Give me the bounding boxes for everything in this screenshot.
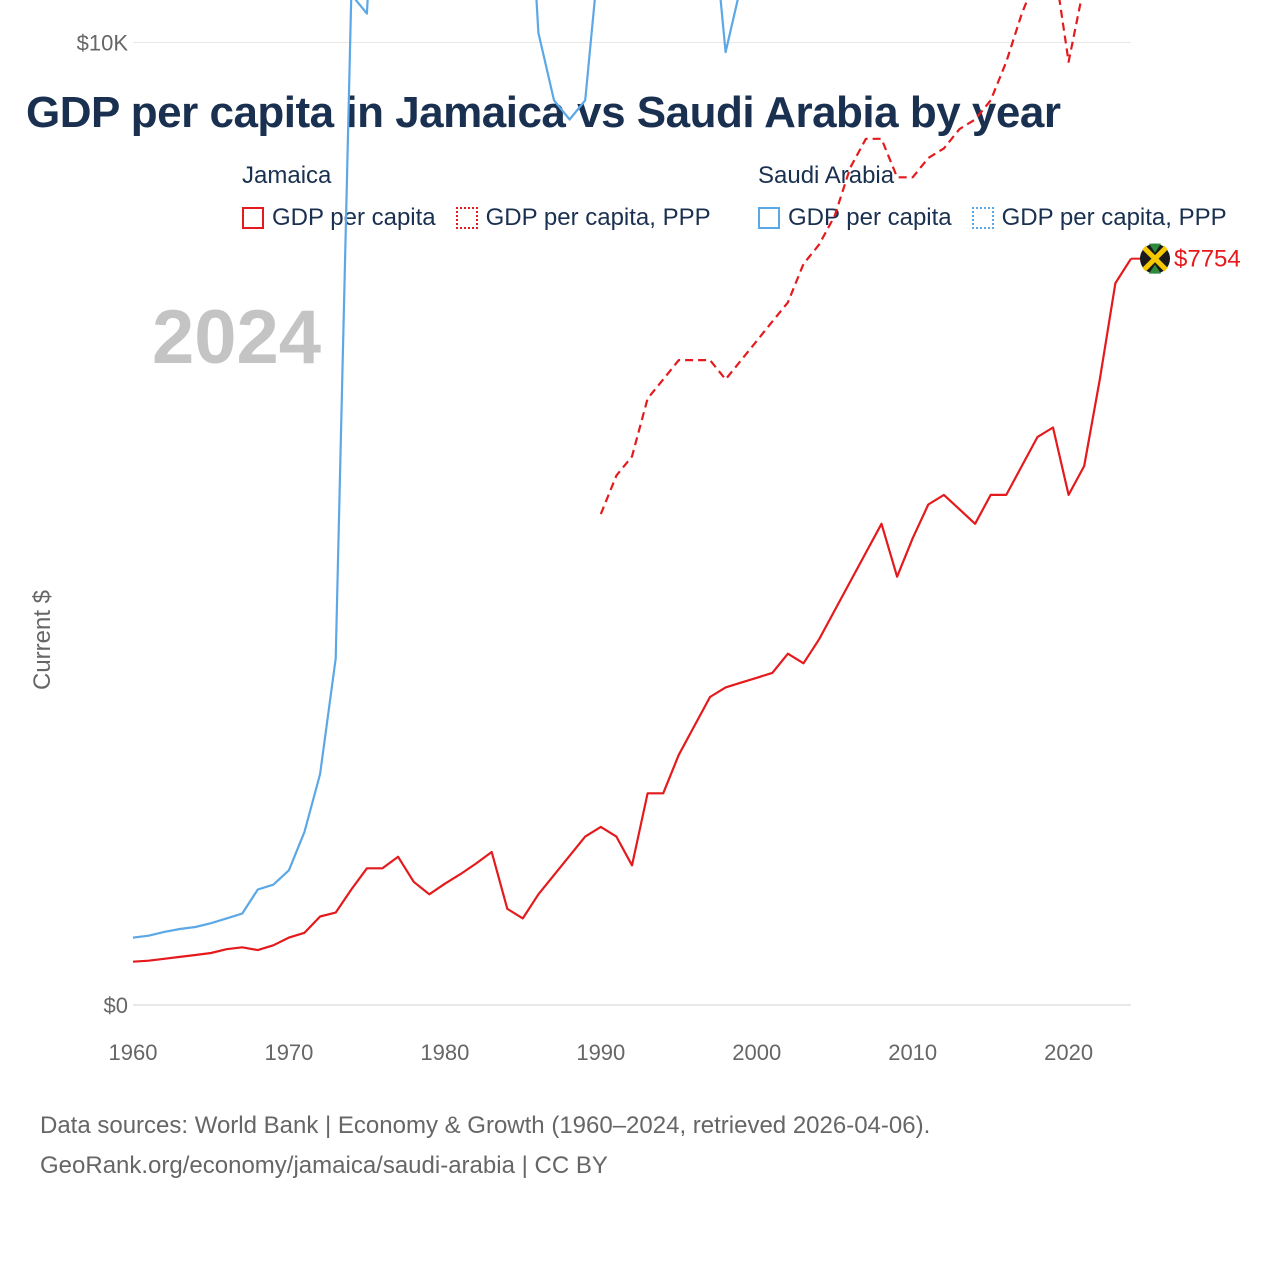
series-line[interactable] [132, 0, 1131, 939]
legend-swatch-dotted [455, 207, 478, 229]
chart-title: GDP per capita in Jamaica vs Saudi Arabi… [26, 88, 1061, 137]
legend-item-jamaica-gdp[interactable]: GDP per capita [242, 204, 436, 232]
legend-item-label: GDP per capita, PPP [1001, 204, 1227, 231]
year-watermark: 2024 [152, 295, 321, 380]
y-tick-label: $10K [77, 31, 129, 56]
x-axis-ticks: 1960 1970 1980 1990 2000 2010 2020 [109, 1040, 1094, 1065]
legend-group-jamaica: Jamaica GDP per capita GDP per capita, P… [242, 162, 731, 232]
legend-group-label: Saudi Arabia [758, 162, 895, 189]
end-labels: $35.1K$71.4K$12.9K$7754 [1131, 243, 1241, 274]
x-tick-label: 2000 [732, 1040, 781, 1065]
legend-group-saudi-arabia: Saudi Arabia GDP per capita GDP per capi… [758, 162, 1247, 232]
series-lines [132, 0, 1132, 963]
series-line[interactable] [132, 258, 1132, 963]
x-tick-label: 1980 [420, 1040, 469, 1065]
jamaica-flag-icon [1131, 243, 1170, 274]
legend-item-saudi-gdp[interactable]: GDP per capita [758, 204, 952, 232]
source-link[interactable]: GeoRank.org/economy/jamaica/saudi-arabia… [40, 1152, 608, 1179]
x-tick-label: 1960 [109, 1040, 158, 1065]
y-tick-label: $0 [104, 993, 128, 1018]
legend-swatch-solid [242, 207, 264, 229]
legend-swatch-solid [758, 207, 780, 229]
legend-swatch-dotted [971, 207, 994, 229]
x-tick-label: 2020 [1044, 1040, 1093, 1065]
data-source-text: Data sources: World Bank | Economy & Gro… [40, 1112, 931, 1139]
flag-triangles [1149, 243, 1161, 274]
series-line[interactable] [599, 0, 1131, 515]
x-tick-label: 1970 [264, 1040, 313, 1065]
legend-item-saudi-gdp-ppp[interactable]: GDP per capita, PPP [971, 204, 1227, 232]
y-axis-ticks: $0$10K$20K$30K$40K$50K$60K$70K [77, 31, 129, 1019]
footer: Data sources: World Bank | Economy & Gro… [40, 1106, 930, 1186]
x-tick-label: 1990 [576, 1040, 625, 1065]
x-tick-label: 2010 [888, 1040, 937, 1065]
legend-item-jamaica-gdp-ppp[interactable]: GDP per capita, PPP [455, 204, 711, 232]
legend-group-label: Jamaica [242, 162, 332, 189]
flag-saltire [1142, 245, 1168, 272]
y-axis-label: Current $ [29, 590, 56, 690]
legend-item-label: GDP per capita [788, 204, 952, 231]
gridlines [133, 42, 1131, 1006]
legend-item-label: GDP per capita [272, 204, 436, 231]
end-value-label: $7754 [1174, 246, 1241, 273]
legend-item-label: GDP per capita, PPP [485, 204, 711, 231]
